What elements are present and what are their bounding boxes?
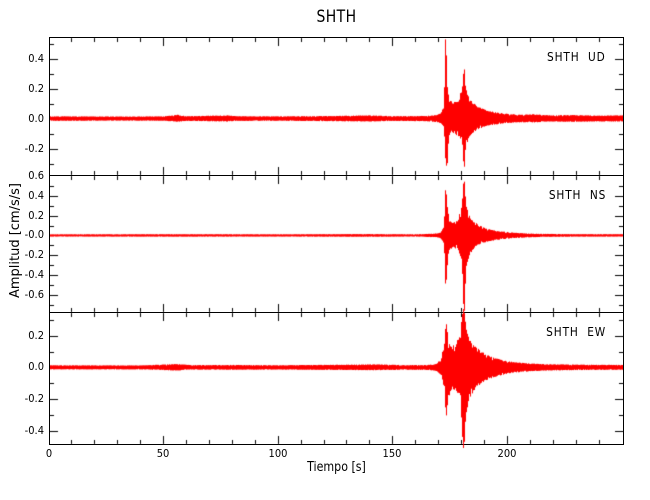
y-tick-label-ew: 0.0 <box>28 360 44 374</box>
y-tick-label-ew: -0.2 <box>24 392 44 406</box>
panel-label-ew: SHTH EW <box>546 325 606 339</box>
y-tick-label-ns: 0.2 <box>28 208 44 222</box>
x-tick-label: 50 <box>156 447 170 460</box>
y-tick-label-ns: -0.6 <box>24 287 44 301</box>
y-tick-label-ud: -0.2 <box>24 141 44 155</box>
x-axis-label: Tiempo [s] <box>307 460 366 475</box>
x-tick-label: 200 <box>497 447 517 460</box>
x-tick-label: 0 <box>45 447 52 460</box>
chart-title: SHTH <box>316 7 357 27</box>
y-tick-label-ns: -0.2 <box>24 248 44 262</box>
seismogram-canvas-ns <box>50 170 623 318</box>
y-tick-label-ns: 0.6 <box>28 169 44 182</box>
x-tick-label: 150 <box>382 447 402 460</box>
y-tick-label-ew: -0.4 <box>24 424 44 438</box>
seismogram-canvas-ud <box>50 32 623 181</box>
panel-label-ud: SHTH UD <box>547 50 606 64</box>
panel-ns <box>49 170 624 318</box>
y-tick-label-ns: -0.0 <box>24 228 44 242</box>
y-tick-label-ud: 0.0 <box>28 111 44 125</box>
panel-ew <box>49 307 624 450</box>
x-tick-label: 100 <box>268 447 288 460</box>
panel-label-ns: SHTH NS <box>548 188 606 202</box>
y-tick-label-ns: -0.4 <box>24 268 44 282</box>
y-tick-label-ew: 0.2 <box>28 328 44 342</box>
y-tick-label-ud: 0.4 <box>28 51 44 65</box>
y-tick-label-ud: 0.2 <box>28 81 44 95</box>
seismogram-canvas-ew <box>50 307 623 450</box>
y-tick-label-ns: 0.4 <box>28 188 44 202</box>
panel-ud <box>49 32 624 181</box>
